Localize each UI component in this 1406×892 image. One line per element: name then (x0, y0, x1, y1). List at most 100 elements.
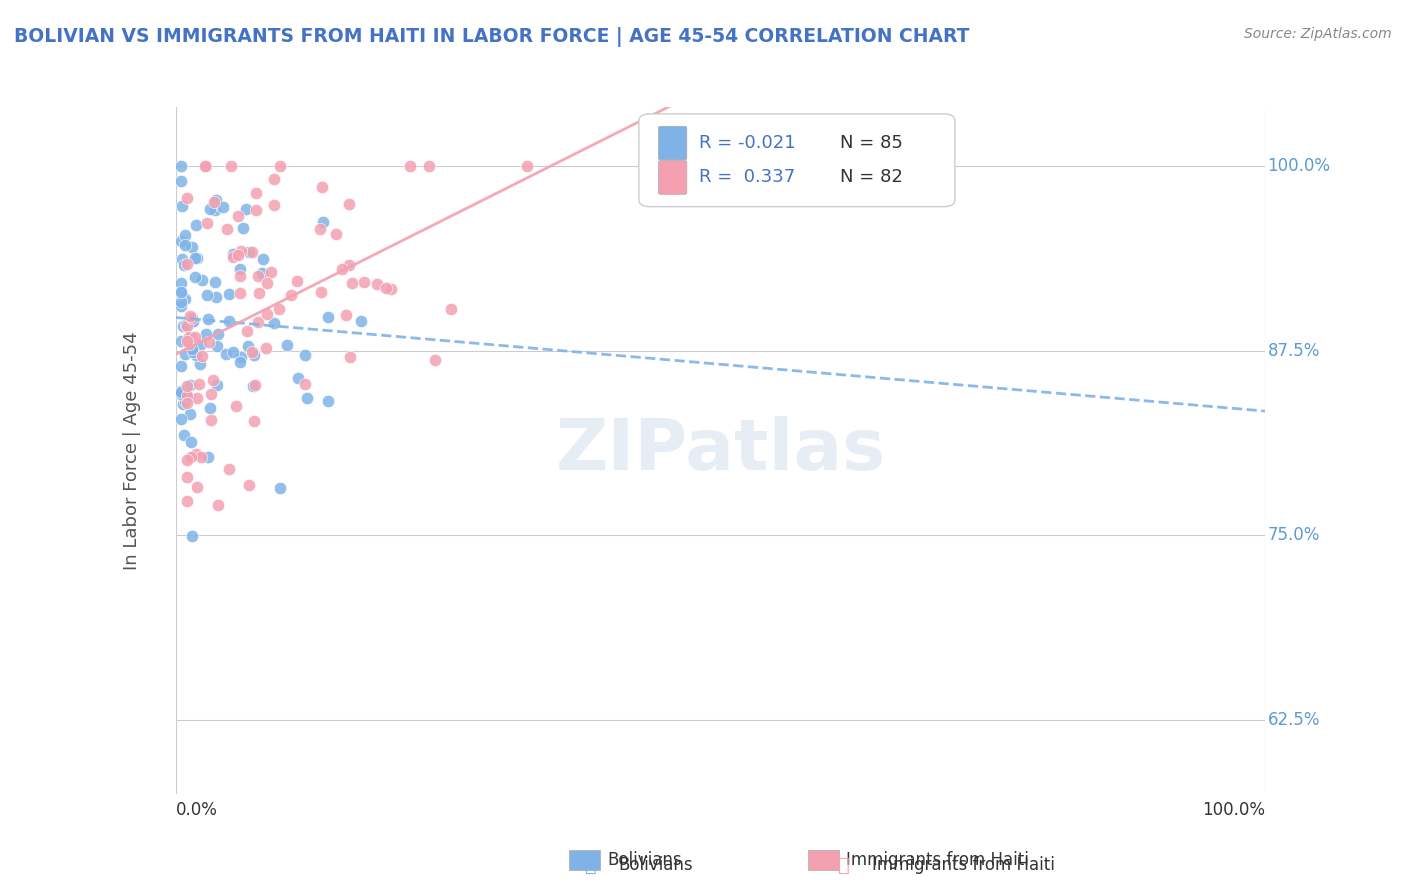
Point (204, 202, 226, 217)
Point (172, 199, 194, 213)
Point (170, 276, 193, 290)
Point (260, 265, 283, 279)
Point (180, 240, 202, 254)
Point (263, 171, 285, 186)
Point (221, 344, 243, 359)
Point (181, 342, 204, 356)
Text: Immigrants from Haiti: Immigrants from Haiti (872, 856, 1054, 874)
Point (238, 244, 260, 259)
Point (176, 470, 198, 484)
Point (172, 318, 194, 333)
Text: 100.0%: 100.0% (1202, 801, 1265, 819)
Point (181, 315, 204, 329)
Point (235, 202, 257, 217)
Point (170, 334, 193, 348)
Point (204, 290, 226, 304)
Point (186, 218, 208, 232)
Point (170, 387, 193, 401)
Point (200, 412, 222, 426)
Point (263, 316, 285, 330)
Point (207, 498, 229, 512)
Point (170, 285, 193, 299)
Point (229, 268, 252, 283)
Point (176, 493, 198, 508)
Point (225, 399, 247, 413)
Point (212, 201, 235, 215)
Point (440, 302, 463, 317)
Point (263, 198, 285, 212)
Point (325, 227, 347, 241)
Point (194, 159, 217, 173)
Text: R =  0.337: R = 0.337 (699, 168, 794, 186)
Point (200, 401, 222, 416)
Point (176, 379, 198, 393)
Point (195, 288, 218, 302)
Point (335, 309, 357, 323)
Point (294, 376, 316, 391)
Point (516, 159, 538, 173)
Point (186, 391, 208, 405)
Point (197, 450, 219, 464)
Point (380, 282, 402, 296)
Point (256, 307, 278, 321)
Point (204, 193, 226, 207)
Point (174, 238, 197, 252)
Point (294, 348, 316, 362)
Point (217, 222, 239, 236)
Point (184, 269, 207, 284)
Point (340, 276, 363, 290)
Point (226, 248, 249, 262)
Point (180, 529, 202, 543)
Point (309, 285, 332, 300)
FancyBboxPatch shape (658, 161, 686, 194)
Point (200, 387, 222, 401)
Point (170, 298, 193, 312)
Point (229, 351, 252, 365)
Point (242, 378, 264, 392)
Point (339, 350, 361, 364)
Point (316, 310, 339, 325)
Point (170, 384, 193, 399)
Point (190, 357, 212, 371)
Point (179, 310, 201, 324)
Point (218, 287, 240, 301)
Point (311, 179, 333, 194)
Text: 100.0%: 100.0% (1268, 157, 1330, 175)
Point (267, 301, 290, 316)
Point (247, 269, 270, 284)
Point (222, 247, 245, 261)
Point (247, 285, 270, 300)
Point (236, 324, 259, 338)
Text: ⬜: ⬜ (838, 855, 849, 875)
Text: 62.5%: 62.5% (1268, 711, 1320, 729)
Point (221, 159, 243, 173)
Point (252, 252, 274, 266)
Point (240, 344, 263, 359)
Point (418, 159, 440, 173)
Point (229, 355, 252, 369)
Text: 75.0%: 75.0% (1268, 526, 1320, 544)
Point (205, 339, 228, 353)
Text: 87.5%: 87.5% (1268, 342, 1320, 359)
Point (191, 349, 214, 363)
Point (186, 251, 208, 265)
Point (184, 330, 207, 344)
Point (170, 159, 193, 173)
FancyBboxPatch shape (658, 127, 686, 160)
Point (337, 196, 360, 211)
Point (218, 462, 240, 476)
Point (311, 215, 333, 229)
Point (170, 234, 193, 248)
Text: 0.0%: 0.0% (176, 801, 218, 819)
Point (184, 348, 207, 362)
Point (337, 258, 360, 272)
Point (276, 338, 298, 352)
Point (176, 389, 198, 403)
Point (170, 412, 193, 426)
Point (184, 251, 207, 265)
Point (269, 481, 291, 495)
Point (287, 371, 309, 385)
Point (176, 452, 198, 467)
FancyBboxPatch shape (638, 114, 955, 207)
Point (170, 359, 193, 374)
